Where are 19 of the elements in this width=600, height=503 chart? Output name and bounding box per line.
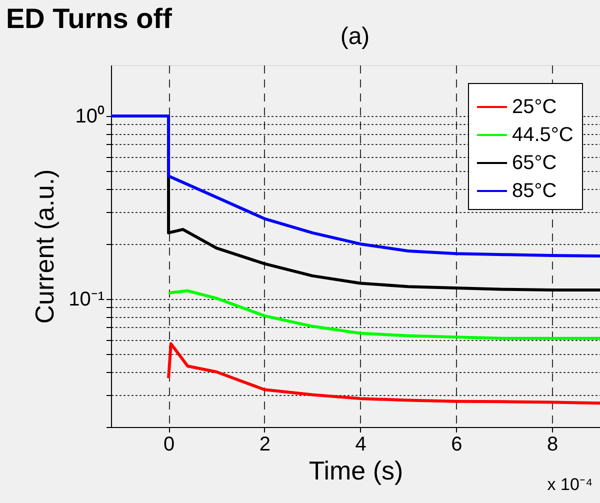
x-axis-title: Time (s) bbox=[308, 456, 404, 486]
line-series bbox=[111, 114, 600, 258]
text: ED Turns off bbox=[6, 3, 173, 34]
line-series bbox=[167, 342, 600, 405]
x-tick-label: 6 bbox=[451, 434, 462, 456]
legend-label: 85°C bbox=[512, 180, 557, 202]
x-tick-label: 0 bbox=[163, 434, 175, 456]
x-tick-label: 2 bbox=[259, 434, 270, 456]
text: x 10⁻⁴ bbox=[547, 475, 593, 494]
legend-label: 44.5°C bbox=[512, 124, 574, 146]
legend-label: 65°C bbox=[512, 152, 557, 174]
y-tick-label: 10⁰ bbox=[75, 104, 104, 128]
y-axis-title: Current (a.u.) bbox=[30, 169, 60, 324]
legend-label: 25°C bbox=[512, 96, 557, 118]
x-tick-label: 8 bbox=[546, 434, 558, 456]
x-tick-label: 4 bbox=[355, 434, 366, 456]
chart-title: (a) bbox=[340, 23, 370, 50]
line-series bbox=[167, 289, 600, 340]
y-tick-label: 10⁻¹ bbox=[68, 288, 105, 311]
